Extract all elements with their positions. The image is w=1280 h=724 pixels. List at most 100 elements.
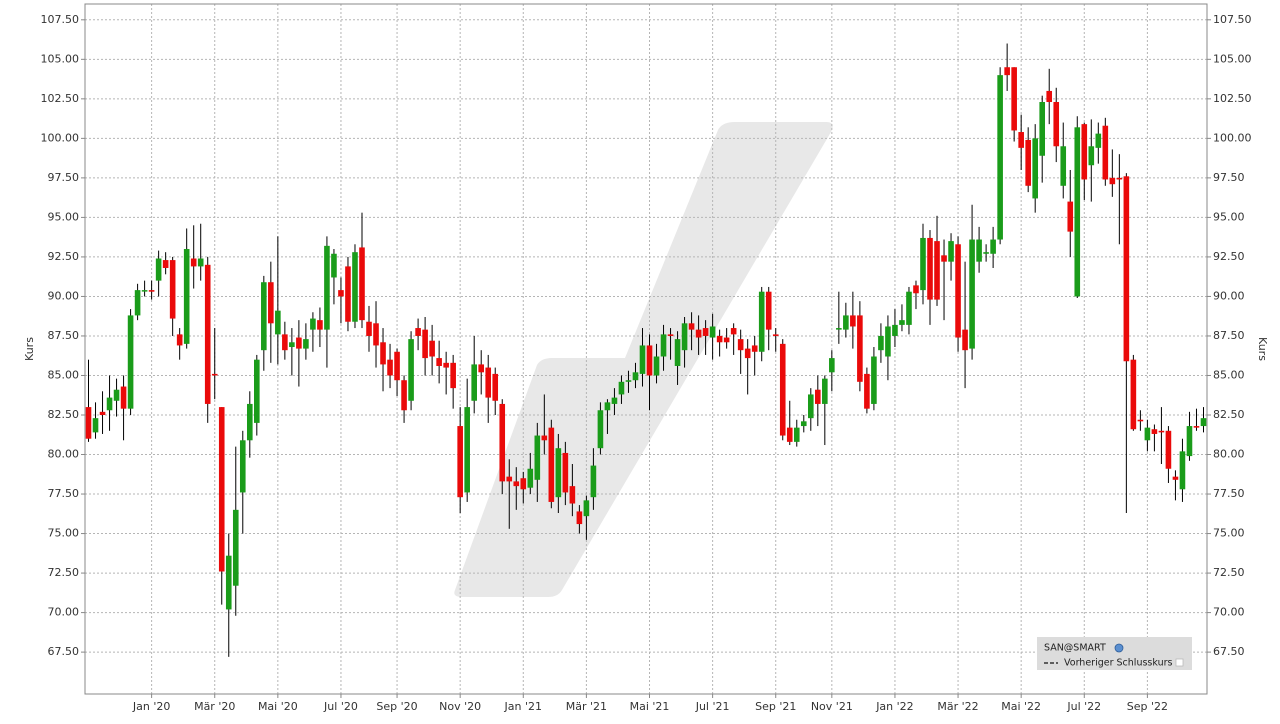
candle-body [246, 403, 253, 441]
candle-body [1032, 138, 1038, 199]
candle-body [204, 264, 211, 404]
candle-body [955, 244, 961, 338]
candle-body [597, 410, 604, 449]
candle-body [1165, 430, 1172, 469]
candle-body [1067, 201, 1074, 232]
candle-body [338, 290, 344, 297]
candle-body [576, 511, 583, 525]
candle-body [394, 351, 400, 381]
candle-body [990, 239, 996, 254]
candle-body [1011, 67, 1017, 131]
candle-body [871, 356, 877, 404]
candle-body [331, 253, 337, 278]
y-tick-label: 97.50 [48, 171, 80, 184]
y-tick-label-right: 97.50 [1213, 171, 1245, 184]
candle-body [141, 290, 148, 292]
y-tick-label-right: 100.00 [1213, 131, 1252, 144]
candle-body [639, 345, 646, 374]
y-tick-label: 95.00 [48, 210, 80, 223]
y-tick-label-right: 72.50 [1213, 566, 1245, 579]
candle-body [800, 421, 807, 427]
axes: Kurs Kurs 67.50 67.50 70.00 70.00 72.50 72.50… [23, 13, 1269, 713]
candle-body [1123, 176, 1130, 362]
candle-body [983, 252, 989, 254]
candle-body [478, 364, 485, 373]
candle-body [254, 359, 260, 423]
candle-body [1186, 426, 1193, 457]
candle-body [906, 291, 912, 325]
y-tick-label-right: 105.00 [1213, 52, 1252, 65]
x-tick-label: Jan '22 [875, 700, 913, 713]
candle-body [282, 334, 288, 351]
y-tick-label: 105.00 [41, 52, 80, 65]
candle-body [190, 258, 197, 267]
candle-body [709, 326, 716, 338]
candle-body [583, 500, 590, 517]
y-tick-label: 70.00 [48, 606, 80, 619]
candle-body [464, 407, 470, 493]
candle-body [625, 380, 632, 382]
candle-body [997, 75, 1003, 240]
x-tick-label: Mär '21 [566, 700, 607, 713]
candle-body [211, 373, 218, 376]
candle-body [934, 241, 940, 300]
candle-body [134, 290, 141, 316]
candle-body [892, 324, 898, 336]
candle-body [289, 342, 295, 348]
y-tick-label: 77.50 [48, 487, 80, 500]
legend-checkbox[interactable] [1175, 658, 1184, 667]
candle-body [1116, 177, 1123, 180]
candle-body [1095, 133, 1102, 148]
candle-body [864, 373, 870, 409]
candle-body [1004, 67, 1010, 76]
candle-body [976, 239, 982, 262]
candle-body [99, 411, 106, 415]
candle-body [183, 249, 190, 344]
candle-body [387, 359, 393, 376]
candle-body [646, 345, 653, 376]
legend-label: Vorheriger Schlusskurs [1064, 658, 1172, 669]
candle-body [1200, 418, 1207, 427]
candle-body [352, 252, 358, 322]
plot-frame [84, 3, 1208, 695]
candle-body [148, 290, 155, 292]
y-tick-label: 107.50 [41, 13, 80, 26]
candle-body [793, 427, 800, 442]
x-tick-label: Nov '20 [439, 700, 481, 713]
candle-body [1137, 419, 1144, 422]
candle-body [1151, 429, 1158, 434]
candle-body [1018, 132, 1024, 148]
y-axis-title: Kurs [23, 337, 36, 361]
candle-body [429, 340, 435, 357]
candle-body [366, 321, 372, 336]
candle-body [920, 237, 926, 291]
candles [85, 43, 1207, 657]
candle-body [674, 339, 681, 366]
x-tick-label: Jan '21 [504, 700, 542, 713]
x-tick-label: Mai '20 [258, 700, 298, 713]
candle-body [1130, 359, 1137, 430]
x-tick-label: Mär '22 [937, 700, 978, 713]
y-tick-label-right: 67.50 [1213, 645, 1245, 658]
candle-body [681, 323, 688, 351]
x-tick-label: Mai '21 [630, 700, 670, 713]
y-tick-label: 92.50 [48, 250, 80, 263]
candle-body [604, 402, 611, 411]
x-tick-label: Mär '20 [194, 700, 235, 713]
y-axis-title-right: Kurs [1256, 337, 1269, 361]
candle-body [268, 282, 274, 324]
candle-body [492, 373, 499, 401]
y-tick-label: 67.50 [48, 645, 80, 658]
y-tick-label-right: 92.50 [1213, 250, 1245, 263]
y-tick-label-right: 107.50 [1213, 13, 1252, 26]
candle-body [520, 478, 527, 490]
candle-body [913, 285, 919, 294]
candle-body [485, 367, 492, 398]
candle-body [1158, 430, 1165, 433]
candle-body [786, 427, 793, 442]
candle-body [548, 427, 555, 502]
candle-body [1088, 146, 1095, 166]
candle-body [702, 328, 709, 336]
candle-body [92, 418, 99, 433]
y-tick-label: 82.50 [48, 408, 80, 421]
